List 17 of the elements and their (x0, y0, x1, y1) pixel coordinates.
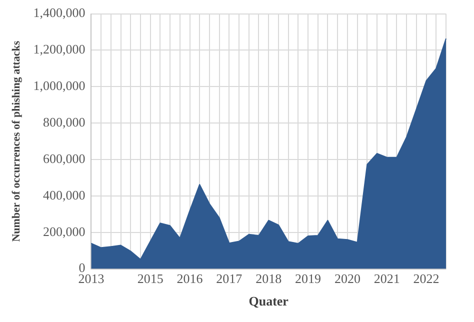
x-tick-label: 2016 (176, 271, 204, 286)
y-tick-label: 600,000 (42, 150, 86, 166)
x-tick-label: 2018 (256, 271, 282, 286)
y-tick-label: 400,000 (42, 187, 86, 202)
y-tick-label: 1,200,000 (33, 42, 86, 57)
x-tick-label: 2019 (295, 271, 322, 286)
y-axis-title: Number of occurrences of phishing attacks (10, 40, 22, 242)
y-tick-label: 1,400,000 (33, 5, 86, 20)
x-tick-label: 2020 (334, 271, 360, 286)
x-tick-label: 2017 (216, 271, 243, 286)
x-tick-label: 2021 (374, 271, 400, 286)
y-tick-label: 200,000 (42, 224, 86, 239)
x-tick-label: 2022 (413, 271, 440, 286)
y-tick-label: 800,000 (42, 114, 86, 130)
y-tick-label: 1,000,000 (33, 78, 86, 94)
x-tick-label: 2015 (137, 271, 164, 286)
x-axis-title: Quater (248, 294, 289, 309)
